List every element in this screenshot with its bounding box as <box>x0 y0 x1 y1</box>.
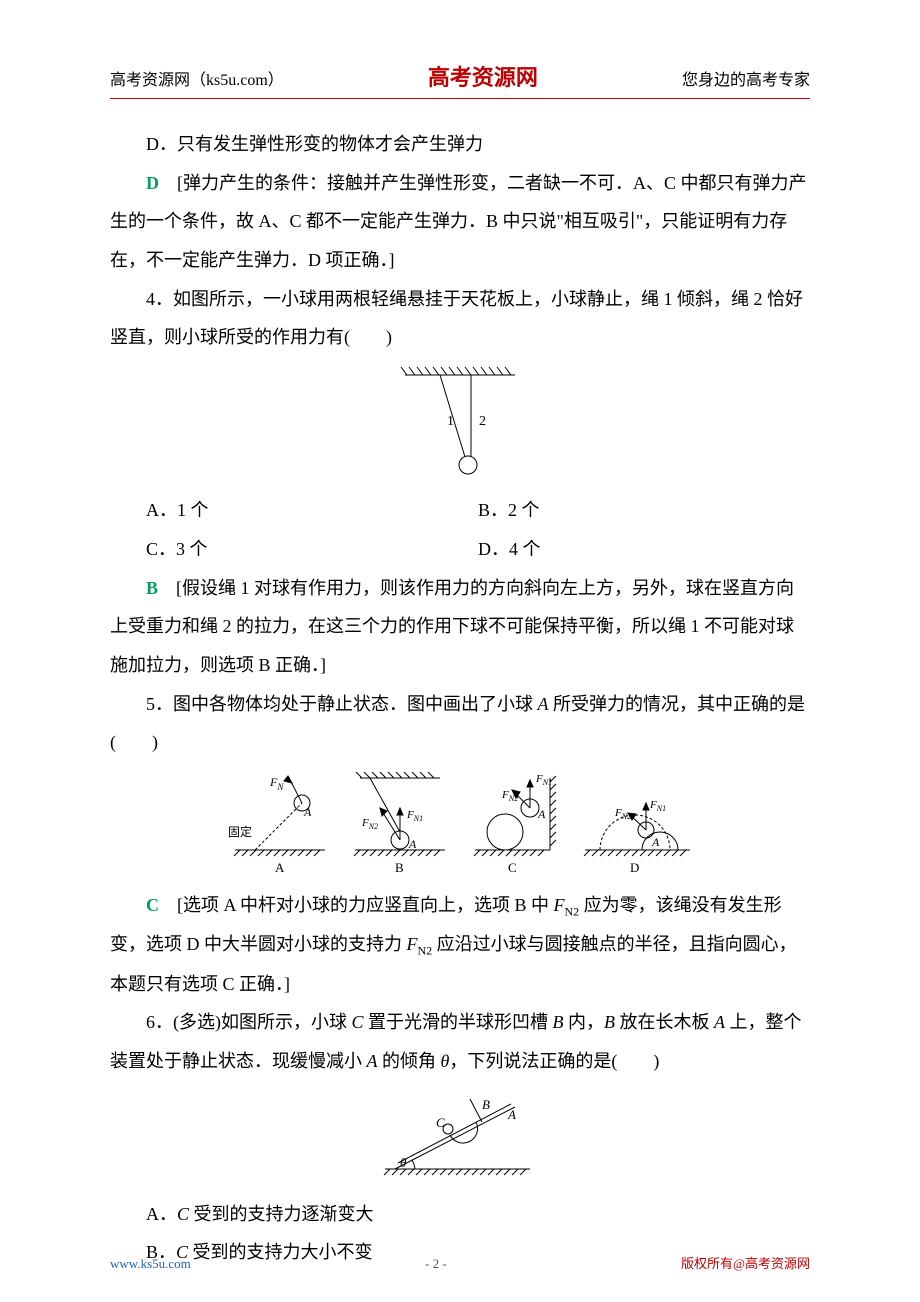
q4-stem: 4．如图所示，一小球用两根轻绳悬挂于天花板上，小球静止，绳 1 倾斜，绳 2 恰… <box>110 280 810 357</box>
q5-answer-letter: C <box>146 895 159 915</box>
q4-figure: 1 2 <box>110 363 810 483</box>
fig3-A: A <box>507 1107 516 1122</box>
header-right: 您身边的高考专家 <box>682 66 810 90</box>
footer-url: www.ks5u.com <box>110 1256 191 1272</box>
q4-diagram-svg: 1 2 <box>385 363 535 483</box>
q6-diagram-svg: C B A θ <box>370 1087 550 1187</box>
figC-FN1: FN1 <box>535 773 552 787</box>
q4-explanation-text: [假设绳 1 对球有作用力，则该作用力的方向斜向左上方，另外，球在竖直方向上受重… <box>110 578 794 675</box>
figD-A: A <box>651 835 660 849</box>
q5-diagram-svg: FN A 固定 A <box>220 768 700 878</box>
q6-c: 内， <box>564 1012 605 1032</box>
figC-lbl: C <box>508 860 517 875</box>
footer-page-number: - 2 - <box>425 1256 447 1272</box>
figA-fixed: 固定 <box>228 824 252 839</box>
page-header: 高考资源网（ks5u.com） 高考资源网 您身边的高考专家 <box>110 60 810 96</box>
figA-A: A <box>303 805 312 819</box>
q6-option-a: A．C 受到的支持力逐渐变大 <box>110 1195 810 1234</box>
q5-explanation: C [选项 A 中杆对小球的力应竖直向上，选项 B 中 FN2 应为零，该绳没有… <box>110 886 810 1003</box>
figA-FN: FN <box>269 775 284 792</box>
figB-A: A <box>408 837 417 851</box>
q6-b: 置于光滑的半球形凹槽 <box>364 1012 553 1032</box>
q5-fn2a: F <box>554 895 565 915</box>
fig3-theta: θ <box>400 1155 407 1170</box>
footer-copyright: 版权所有@高考资源网 <box>681 1253 810 1272</box>
q6-v2: B <box>553 1012 564 1032</box>
q5-fn2a-sub: N2 <box>565 905 580 919</box>
figB-FN2: FN2 <box>361 817 378 831</box>
q5-figure: FN A 固定 A <box>110 768 810 878</box>
fig1-label-2: 2 <box>479 414 486 429</box>
q6a-text: 受到的支持力逐渐变大 <box>189 1204 374 1224</box>
figB-FN1: FN1 <box>406 809 423 823</box>
q4-option-b: B．2 个 <box>478 491 810 530</box>
figD-lbl: D <box>630 860 639 875</box>
q6-f: 的倾角 <box>378 1051 441 1071</box>
q4-option-d: D．4 个 <box>478 530 810 569</box>
q5-var-a: A <box>538 694 549 714</box>
q4-options-row2: C．3 个 D．4 个 <box>146 530 810 569</box>
q5-fn2b-sub: N2 <box>418 944 433 958</box>
figA-lbl: A <box>275 860 285 875</box>
header-divider <box>110 98 810 99</box>
q5-fn2b: F <box>407 934 418 954</box>
q3-answer-letter: D <box>146 173 159 193</box>
q3-explanation: D [弹力产生的条件：接触并产生弹性形变，二者缺一不可．A、C 中都只有弹力产生… <box>110 164 810 280</box>
q6-a: 6．(多选)如图所示，小球 <box>146 1012 352 1032</box>
figD-FN2: FN2 <box>614 807 631 821</box>
q4-answer-letter: B <box>146 578 158 598</box>
page-content: D．只有发生弹性形变的物体才会产生弹力 D [弹力产生的条件：接触并产生弹性形变… <box>110 125 810 1272</box>
q5-stem: 5．图中各物体均处于静止状态．图中画出了小球 A 所受弹力的情况，其中正确的是(… <box>110 685 810 762</box>
q4-options-row1: A．1 个 B．2 个 <box>146 491 810 530</box>
q6a-prefix: A． <box>146 1204 177 1224</box>
q3-explanation-text: [弹力产生的条件：接触并产生弹性形变，二者缺一不可．A、C 中都只有弹力产生的一… <box>110 173 807 270</box>
q6-d: 放在长木板 <box>615 1012 714 1032</box>
q6-v3: B <box>604 1012 615 1032</box>
figB-lbl: B <box>395 860 404 875</box>
q4-explanation: B [假设绳 1 对球有作用力，则该作用力的方向斜向左上方，另外，球在竖直方向上… <box>110 569 810 685</box>
q6a-var: C <box>177 1204 189 1224</box>
fig3-B: B <box>482 1097 490 1112</box>
page-footer: www.ks5u.com - 2 - 版权所有@高考资源网 <box>110 1253 810 1272</box>
figD-FN1: FN1 <box>649 799 666 813</box>
q4-option-c: C．3 个 <box>146 530 478 569</box>
q4-option-a: A．1 个 <box>146 491 478 530</box>
q6-v5: A <box>367 1051 378 1071</box>
option-d-text: D．只有发生弹性形变的物体才会产生弹力 <box>110 125 810 164</box>
q6-v4: A <box>714 1012 725 1032</box>
q6-stem: 6．(多选)如图所示，小球 C 置于光滑的半球形凹槽 B 内，B 放在长木板 A… <box>110 1003 810 1080</box>
q6-g: ，下列说法正确的是( ) <box>449 1051 659 1071</box>
header-left: 高考资源网（ks5u.com） <box>110 66 284 90</box>
q5-stem-a: 5．图中各物体均处于静止状态．图中画出了小球 <box>146 694 538 714</box>
q5-exp-a: [选项 A 中杆对小球的力应竖直向上，选项 B 中 <box>159 895 554 915</box>
header-center-logo: 高考资源网 <box>428 60 538 92</box>
q6-v1: C <box>352 1012 364 1032</box>
figC-A: A <box>537 807 546 821</box>
q6-figure: C B A θ <box>110 1087 810 1187</box>
fig3-C: C <box>436 1115 445 1130</box>
fig1-label-1: 1 <box>447 414 454 429</box>
